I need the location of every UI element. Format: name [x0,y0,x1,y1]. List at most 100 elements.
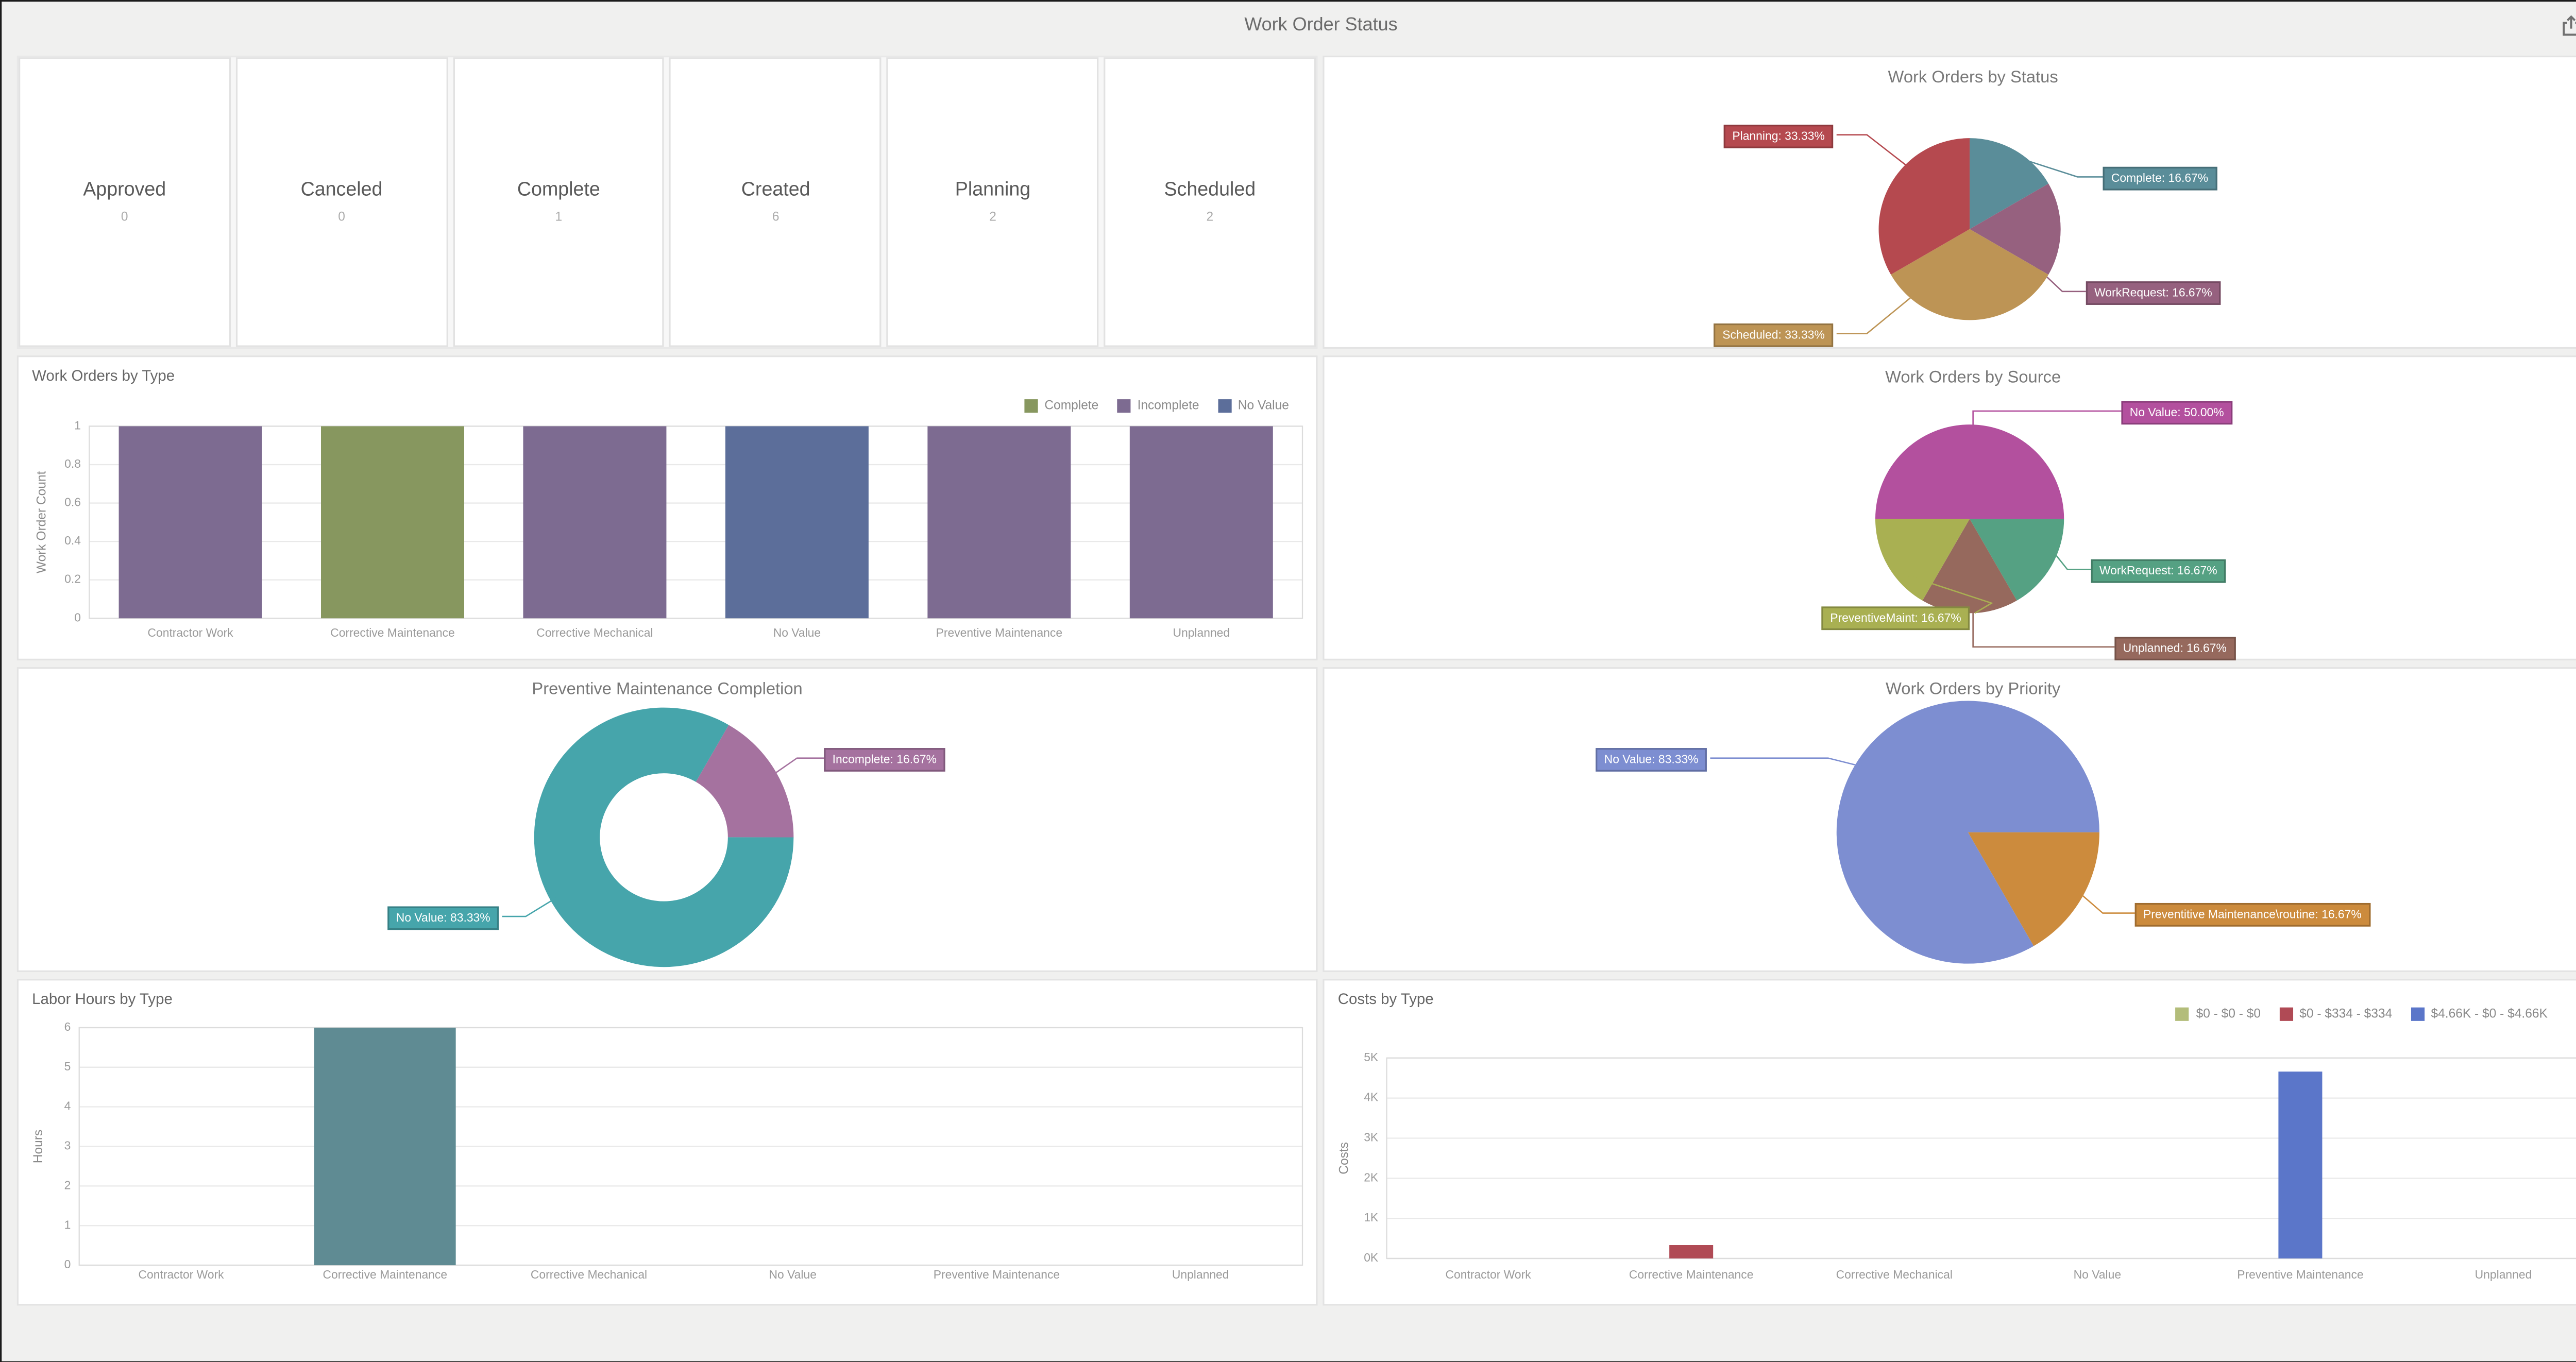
x-tick-label: Corrective Maintenance [1629,1268,1754,1281]
x-tick-label: Corrective Mechanical [1836,1268,1953,1281]
x-tick-label: Corrective Maintenance [323,1268,447,1281]
legend-item: $0 - $0 - $0 [2176,1006,2261,1021]
chart-canvas [502,707,824,967]
x-tick-label: No Value [773,626,821,639]
y-tick-label: 0.4 [64,534,81,547]
y-tick-label: 2 [64,1178,71,1191]
pie-slice-planning[interactable] [1878,138,1970,275]
pie-slice-unplanned[interactable] [1922,519,2017,614]
panel-work-orders-by-type: Work Orders by Type 0 0.2 0.4 0.6 0.8 1 Contra… [16,355,1318,660]
card-label: Canceled [300,180,383,201]
chart-title: Costs by Type [1337,990,1434,1008]
share-icon[interactable] [2561,15,2576,37]
bar-preventive-maintenance[interactable] [2278,1071,2323,1258]
bar-unplanned[interactable] [1129,426,1273,619]
x-tick-label: Corrective Maintenance [330,626,455,639]
chart-title: Labor Hours by Type [32,990,173,1008]
status-card-created[interactable]: Created 6 [669,57,882,347]
leader-line [1836,134,1913,171]
status-cards-row: Approved 0 Canceled 0 Complete 1 Created… [18,57,1316,347]
panel-costs-by-type: Costs by Type 0K 1K 2K 3K 4K 5K Contractor Wor… [1323,979,2576,1306]
y-tick-label: 0 [74,610,81,624]
bar-preventive-maintenance[interactable] [927,426,1071,619]
y-tick-label: 6 [64,1020,71,1033]
x-tick-label: Unplanned [1172,1268,1229,1281]
slice-label: Complete: 16.67% [2103,166,2217,191]
card-label: Scheduled [1164,180,1256,201]
bar-no-value[interactable] [725,426,869,619]
x-tick-label: Unplanned [1173,626,1230,639]
slice-label: No Value: 50.00% [2121,401,2233,425]
status-card-complete[interactable]: Complete 1 [452,57,665,347]
y-tick-label: 2K [1364,1170,1378,1184]
chart-canvas [1836,134,2103,334]
plot-border [78,1027,1303,1266]
x-tick-label: Corrective Mechanical [531,1268,647,1281]
bar-corrective-maintenance[interactable] [321,426,464,619]
pie-slice-scheduled[interactable] [1891,229,2048,320]
card-label: Complete [517,180,600,201]
status-card-scheduled[interactable]: Scheduled 2 [1104,57,1316,347]
y-tick-label: 0K [1364,1251,1378,1264]
chart-canvas [1710,701,2135,964]
bar-contractor-work[interactable] [118,426,262,619]
slice-label: No Value: 83.33% [387,906,499,931]
pie-slice-workrequest[interactable] [1970,183,2061,275]
legend-item: $0 - $334 - $334 [2279,1006,2392,1021]
card-count: 1 [555,209,563,224]
y-tick-label: 1 [74,418,81,432]
bar-corrective-maintenance[interactable] [1669,1245,1714,1258]
y-tick-label: 1K [1364,1211,1378,1224]
card-count: 0 [338,209,345,224]
y-axis-title: Hours [31,1130,45,1163]
plot-border [1386,1057,2576,1259]
slice-label: Planning: 33.33% [1723,125,1834,149]
legend-item: $4.66K - $0 - $4.66K [2411,1006,2548,1021]
bar-corrective-mechanical[interactable] [523,426,667,619]
status-card-canceled[interactable]: Canceled 0 [235,57,448,347]
card-label: Created [741,180,810,201]
status-card-approved[interactable]: Approved 0 [18,57,231,347]
legend-swatch [2411,1007,2425,1020]
legend-swatch [2176,1007,2190,1020]
legend-swatch [1024,398,1038,412]
slice-label: WorkRequest: 16.67% [2091,559,2226,584]
chart-legend: $0 - $0 - $0 $0 - $334 - $334 $4.66K - $0 … [2176,1006,2548,1021]
y-tick-label: 0.6 [64,496,81,509]
y-tick-label: 1 [64,1218,71,1231]
legend-label: Incomplete [1137,397,1199,413]
pie-slice-preventivemaint[interactable] [1875,519,1970,601]
slice-label: WorkRequest: 16.67% [2086,281,2221,306]
chart-title: Preventive Maintenance Completion [532,680,803,700]
leader-line [2077,891,2135,914]
y-tick-label: 4 [64,1099,71,1113]
legend-item: No Value [1217,398,1289,413]
legend-swatch [2279,1007,2293,1020]
toolbar [2561,15,2576,37]
chart-canvas: 0 1 2 3 4 5 6 Contractor Work Corrective Mainten… [31,1020,1303,1281]
card-label: Planning [955,180,1031,201]
chart-canvas: 0K 1K 2K 3K 4K 5K Contractor Work Corrective Ma… [1337,1050,2576,1281]
slice-label: Preventitive Maintenance\routine: 16.67% [2134,903,2370,927]
bar-corrective-maintenance[interactable] [314,1027,456,1266]
legend-label: Complete [1044,397,1099,413]
page-title: Work Order Status [1244,15,1398,36]
x-tick-label: Corrective Mechanical [536,626,653,639]
pie-slice-no-value[interactable] [1836,701,2099,964]
pie-slice-workrequest[interactable] [1970,519,2064,601]
y-tick-label: 3K [1364,1131,1378,1144]
status-card-planning[interactable]: Planning 2 [887,57,1099,347]
pie-slice-preventitive-maintenance-routine[interactable] [1968,832,2099,946]
panel-work-orders-by-status: Work Orders by Status Complete: 16.67% Wo… [1323,55,2576,349]
slice-label: Unplanned: 16.67% [2114,637,2235,661]
leader-line [1710,757,1862,768]
card-count: 2 [989,209,996,224]
x-tick-label: Unplanned [2475,1268,2532,1281]
card-count: 2 [1206,209,1214,224]
legend-label: $4.66K - $0 - $4.66K [2431,1006,2548,1021]
donut-hole [600,773,728,901]
y-tick-label: 5 [64,1060,71,1073]
panel-work-orders-by-source: Work Orders by Source No Value: 50.00% Wo… [1323,355,2576,661]
pie-slice-no-value[interactable] [1875,424,2064,519]
